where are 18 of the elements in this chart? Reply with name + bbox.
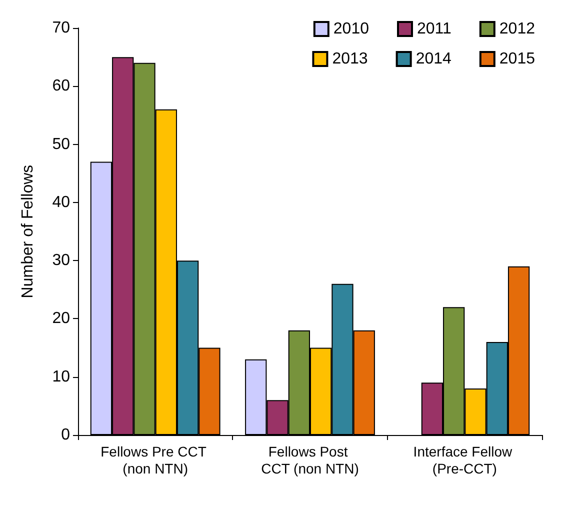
legend-label: 2010 [333, 20, 370, 38]
legend-label: 2012 [499, 20, 536, 38]
y-tick-label: 10 [52, 368, 70, 386]
y-tick-label: 60 [52, 78, 70, 95]
y-tick-label: 0 [61, 426, 70, 444]
y-tick-label: 50 [52, 136, 70, 153]
legend-label: 2015 [499, 50, 536, 68]
legend-label: 2013 [332, 50, 368, 68]
y-tick-label: 20 [52, 310, 70, 328]
x-tick-label: Fellows Pre CCT (non NTN) [100, 444, 210, 476]
y-tick-label: 30 [52, 252, 70, 270]
y-axis-title: Number of Fellows [20, 164, 36, 298]
x-tick-label: Fellows Post CCT (non NTN) [261, 444, 359, 476]
y-tick-label: 40 [52, 194, 70, 211]
y-tick-label: 70 [52, 20, 70, 36]
x-tick-label: Interface Fellow (Pre-CCT) [413, 444, 516, 476]
legend-label: 2014 [416, 50, 452, 68]
legend-label: 2011 [417, 20, 452, 38]
